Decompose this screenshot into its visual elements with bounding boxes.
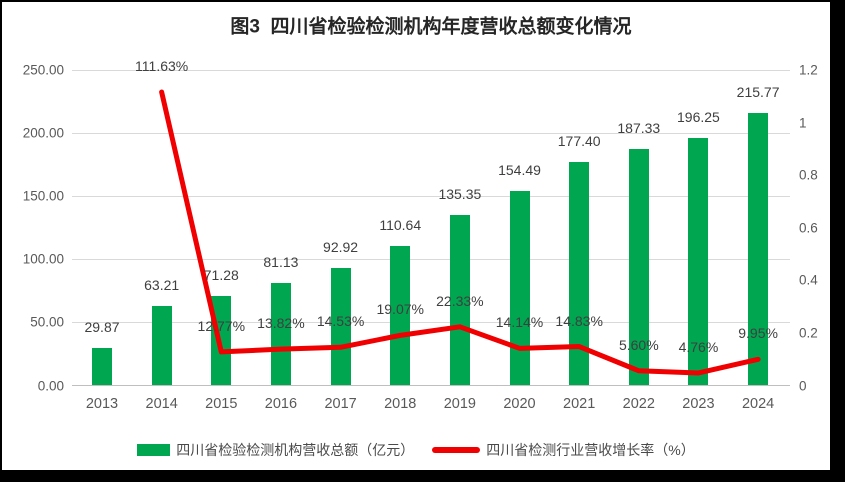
gridline xyxy=(72,321,790,323)
revenue-bar xyxy=(151,305,172,386)
growth-point-label: 22.33% xyxy=(436,292,484,309)
legend-item-revenue: 四川省检验检测机构营收总额（亿元） xyxy=(137,440,414,460)
revenue-bar-label: 63.21 xyxy=(144,276,180,293)
x-axis-tick: 2014 xyxy=(145,396,178,412)
legend-label-growth: 四川省检测行业营收增长率（%） xyxy=(486,442,695,458)
growth-point-label: 9.95% xyxy=(738,325,778,342)
x-axis-tick: 2018 xyxy=(384,396,417,412)
left-axis-tick: 100.00 xyxy=(22,251,64,267)
right-axis-tick: 1.2 xyxy=(799,62,818,78)
gridline xyxy=(72,69,790,71)
x-axis-tick: 2013 xyxy=(85,396,119,412)
x-axis-tick: 2019 xyxy=(443,396,476,412)
legend-label-revenue: 四川省检验检测机构营收总额（亿元） xyxy=(176,442,415,458)
left-axis-tick: 150.00 xyxy=(22,188,64,204)
growth-point-label: 111.63% xyxy=(135,58,189,74)
gridline xyxy=(72,132,790,134)
right-axis-tick: 0.4 xyxy=(799,272,818,288)
growth-point-label: 5.60% xyxy=(618,336,659,353)
x-axis-tick: 2017 xyxy=(324,396,357,412)
growth-point-label: 12.77% xyxy=(197,317,246,334)
left-axis-tick: 250.00 xyxy=(22,62,64,78)
x-axis-tick: 2021 xyxy=(563,396,596,412)
growth-point-label: 14.14% xyxy=(495,314,544,331)
x-axis-line xyxy=(72,385,790,386)
revenue-bar-label: 110.64 xyxy=(379,216,422,233)
revenue-bar-label: 177.40 xyxy=(557,132,601,149)
left-axis-tick: 50.00 xyxy=(30,314,64,330)
revenue-bar-label: 154.49 xyxy=(498,161,541,178)
right-axis-tick: 0.2 xyxy=(799,325,818,341)
revenue-bar xyxy=(569,161,590,386)
revenue-bar xyxy=(748,113,769,386)
x-axis-tick: 2022 xyxy=(622,396,655,412)
revenue-bar-label: 215.77 xyxy=(736,84,780,101)
chart-title: 图3 四川省检验检测机构年度营收总额变化情况 xyxy=(230,16,632,38)
revenue-bar xyxy=(92,347,112,386)
growth-point-label: 4.76% xyxy=(678,338,719,355)
revenue-bar-label: 187.33 xyxy=(617,120,661,137)
revenue-bar-label: 196.25 xyxy=(677,108,720,125)
growth-point-label: 19.07% xyxy=(376,301,424,318)
x-axis-tick: 2016 xyxy=(264,396,298,412)
x-axis-tick: 2020 xyxy=(503,396,536,412)
x-axis-tick: 2015 xyxy=(205,396,238,412)
x-axis-tick: 2024 xyxy=(741,396,775,412)
revenue-bar-label: 71.28 xyxy=(203,266,239,283)
revenue-bar xyxy=(211,295,232,386)
gridline xyxy=(72,258,790,260)
legend-item-growth: 四川省检测行业营收增长率（%） xyxy=(432,440,695,460)
right-axis-tick: 0 xyxy=(799,378,807,393)
x-axis-tick: 2023 xyxy=(682,396,715,412)
left-axis-tick: 0.00 xyxy=(37,378,64,393)
bar-series-swatch xyxy=(137,444,171,456)
right-axis-tick: 0.8 xyxy=(799,167,818,183)
gridline xyxy=(72,195,790,197)
revenue-bar-label: 135.35 xyxy=(438,185,482,202)
growth-point-label: 13.82% xyxy=(257,315,305,332)
revenue-bar-label: 92.92 xyxy=(323,239,359,256)
right-axis-tick: 0.6 xyxy=(799,220,818,236)
right-axis-tick: 1 xyxy=(799,115,807,131)
revenue-bar-label: 29.87 xyxy=(84,318,120,335)
revenue-bar-label: 81.13 xyxy=(263,254,299,271)
growth-point-label: 14.83% xyxy=(555,312,603,329)
revenue-bar xyxy=(509,190,530,386)
legend: 四川省检验检测机构营收总额（亿元） 四川省检测行业营收增长率（%） xyxy=(2,438,830,462)
growth-point-label: 14.53% xyxy=(316,313,365,330)
left-axis-tick: 200.00 xyxy=(22,125,64,141)
revenue-bar xyxy=(270,283,291,386)
line-series-swatch xyxy=(432,447,481,453)
